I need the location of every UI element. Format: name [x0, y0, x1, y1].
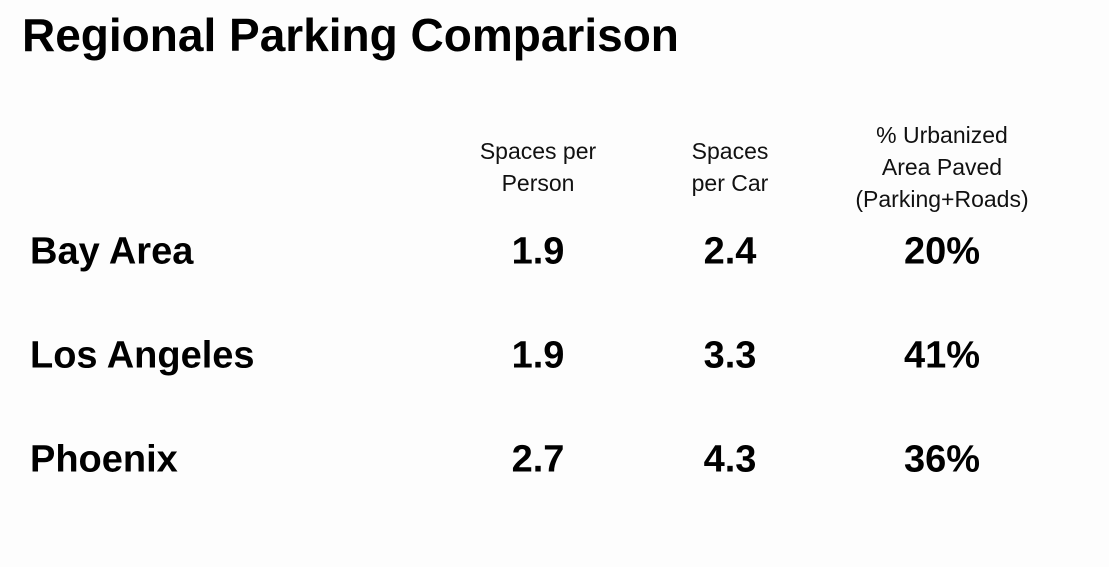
- table-cell: 2.4: [703, 230, 757, 273]
- header-line: Area Paved: [881, 154, 1003, 180]
- header-line: Spaces: [691, 138, 769, 164]
- table-cell: 3.3: [703, 334, 757, 377]
- header-line: % Urbanized: [876, 122, 1008, 148]
- row-label: Los Angeles: [30, 334, 255, 377]
- header-line: Spaces per: [479, 138, 597, 164]
- table-cell: 41%: [903, 334, 981, 377]
- row-label: Phoenix: [30, 438, 178, 481]
- table-cell: 20%: [903, 230, 981, 273]
- header-line: per Car: [691, 170, 769, 196]
- column-header: Spaces per Person: [408, 107, 668, 227]
- table-cell: 4.3: [703, 438, 757, 481]
- table-cell: 1.9: [511, 230, 565, 273]
- slide-title: Regional Parking Comparison: [22, 9, 679, 61]
- table-cell: 1.9: [511, 334, 565, 377]
- column-header: Spaces per Car: [600, 107, 860, 227]
- column-header: % Urbanized Area Paved (Parking+Roads): [812, 107, 1072, 227]
- table-cell: 2.7: [511, 438, 565, 481]
- header-line: Person: [501, 170, 575, 196]
- row-label: Bay Area: [30, 230, 194, 273]
- table-cell: 36%: [903, 438, 981, 481]
- header-line: (Parking+Roads): [855, 186, 1029, 212]
